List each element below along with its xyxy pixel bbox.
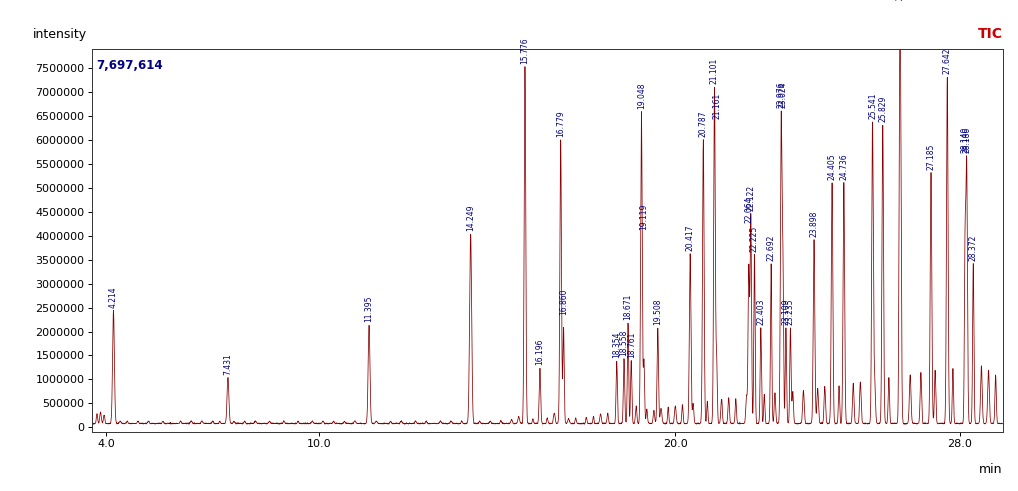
Text: 23.898: 23.898 [809, 211, 818, 237]
Text: 19.048: 19.048 [637, 82, 645, 109]
Text: 27.185: 27.185 [926, 143, 936, 170]
Text: 18.558: 18.558 [620, 329, 628, 356]
Text: 22.976: 22.976 [777, 82, 786, 108]
Text: 22.122: 22.122 [746, 185, 755, 211]
Text: 24.736: 24.736 [840, 153, 848, 180]
Text: 16.196: 16.196 [535, 339, 545, 365]
Text: 18.761: 18.761 [627, 331, 635, 357]
Text: 18.354: 18.354 [612, 332, 621, 358]
Text: 11.395: 11.395 [364, 296, 374, 323]
Text: 18.671: 18.671 [623, 294, 632, 320]
Text: 25.829: 25.829 [879, 96, 888, 122]
Text: intensity: intensity [33, 28, 87, 41]
Text: 23.235: 23.235 [786, 299, 795, 325]
Text: 22.225: 22.225 [750, 225, 759, 251]
Text: TIC: TIC [977, 27, 1003, 41]
Text: 20.787: 20.787 [698, 110, 708, 137]
Text: 19.508: 19.508 [654, 299, 663, 326]
Text: 21.101: 21.101 [710, 58, 719, 84]
Text: 22.403: 22.403 [756, 299, 766, 325]
Text: 28.186: 28.186 [962, 127, 971, 153]
Text: 15.776: 15.776 [520, 37, 529, 64]
Text: 27.642: 27.642 [943, 48, 952, 75]
Text: 20.417: 20.417 [686, 224, 694, 251]
Text: 22.064: 22.064 [744, 196, 753, 223]
Text: 25.541: 25.541 [868, 93, 876, 119]
Text: 7,697,614: 7,697,614 [96, 59, 163, 72]
Text: 24.405: 24.405 [828, 153, 837, 180]
Text: 16.779: 16.779 [556, 110, 565, 137]
Text: 21.161: 21.161 [713, 93, 721, 119]
Text: 28.372: 28.372 [969, 234, 977, 261]
Text: 23.109: 23.109 [782, 299, 790, 325]
Text: 4.214: 4.214 [109, 286, 118, 307]
Text: min: min [979, 463, 1003, 476]
Text: 7.431: 7.431 [224, 353, 232, 375]
Text: 16.860: 16.860 [559, 289, 568, 315]
Text: 14.249: 14.249 [466, 205, 475, 231]
Text: 28.140: 28.140 [961, 127, 969, 153]
Text: 23.024: 23.024 [779, 82, 788, 108]
Text: 22.692: 22.692 [767, 235, 776, 261]
Text: 19.119: 19.119 [639, 204, 648, 230]
